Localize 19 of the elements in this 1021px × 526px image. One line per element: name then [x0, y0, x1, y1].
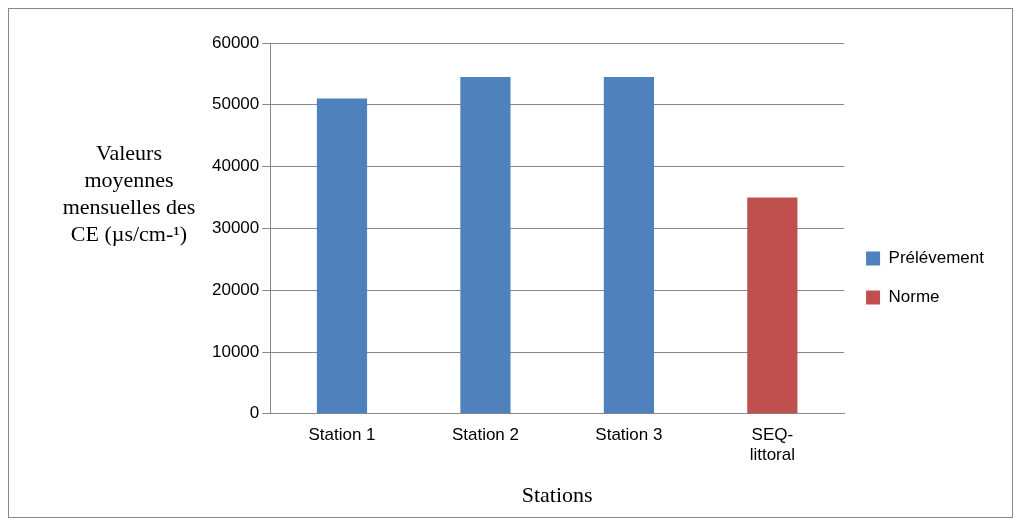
y-tick-label: 0 — [249, 403, 260, 423]
y-axis-title: Valeurs moyennes mensuelles des CE (µs/cm-¹) — [61, 139, 197, 247]
x-tick-label: Station 2 — [451, 424, 519, 444]
x-axis-title: Stations — [521, 481, 593, 507]
y-tick-label: 50000 — [211, 94, 260, 114]
x-tick-label: SEQ-littoral — [749, 424, 796, 465]
bar — [460, 76, 511, 414]
y-tick-label: 20000 — [211, 279, 260, 299]
bar — [603, 76, 654, 414]
y-tick-label: 60000 — [211, 32, 260, 52]
y-tick-label: 40000 — [211, 156, 260, 176]
y-tick-label: 30000 — [211, 218, 260, 238]
bar — [316, 98, 368, 414]
bar — [747, 197, 798, 414]
y-tick-label: 10000 — [211, 341, 260, 361]
x-tick-label: Station 3 — [595, 424, 663, 444]
legend-label: Prélévement — [888, 248, 985, 268]
x-tick-label: Station 1 — [308, 424, 376, 444]
legend-label: Norme — [888, 287, 940, 307]
